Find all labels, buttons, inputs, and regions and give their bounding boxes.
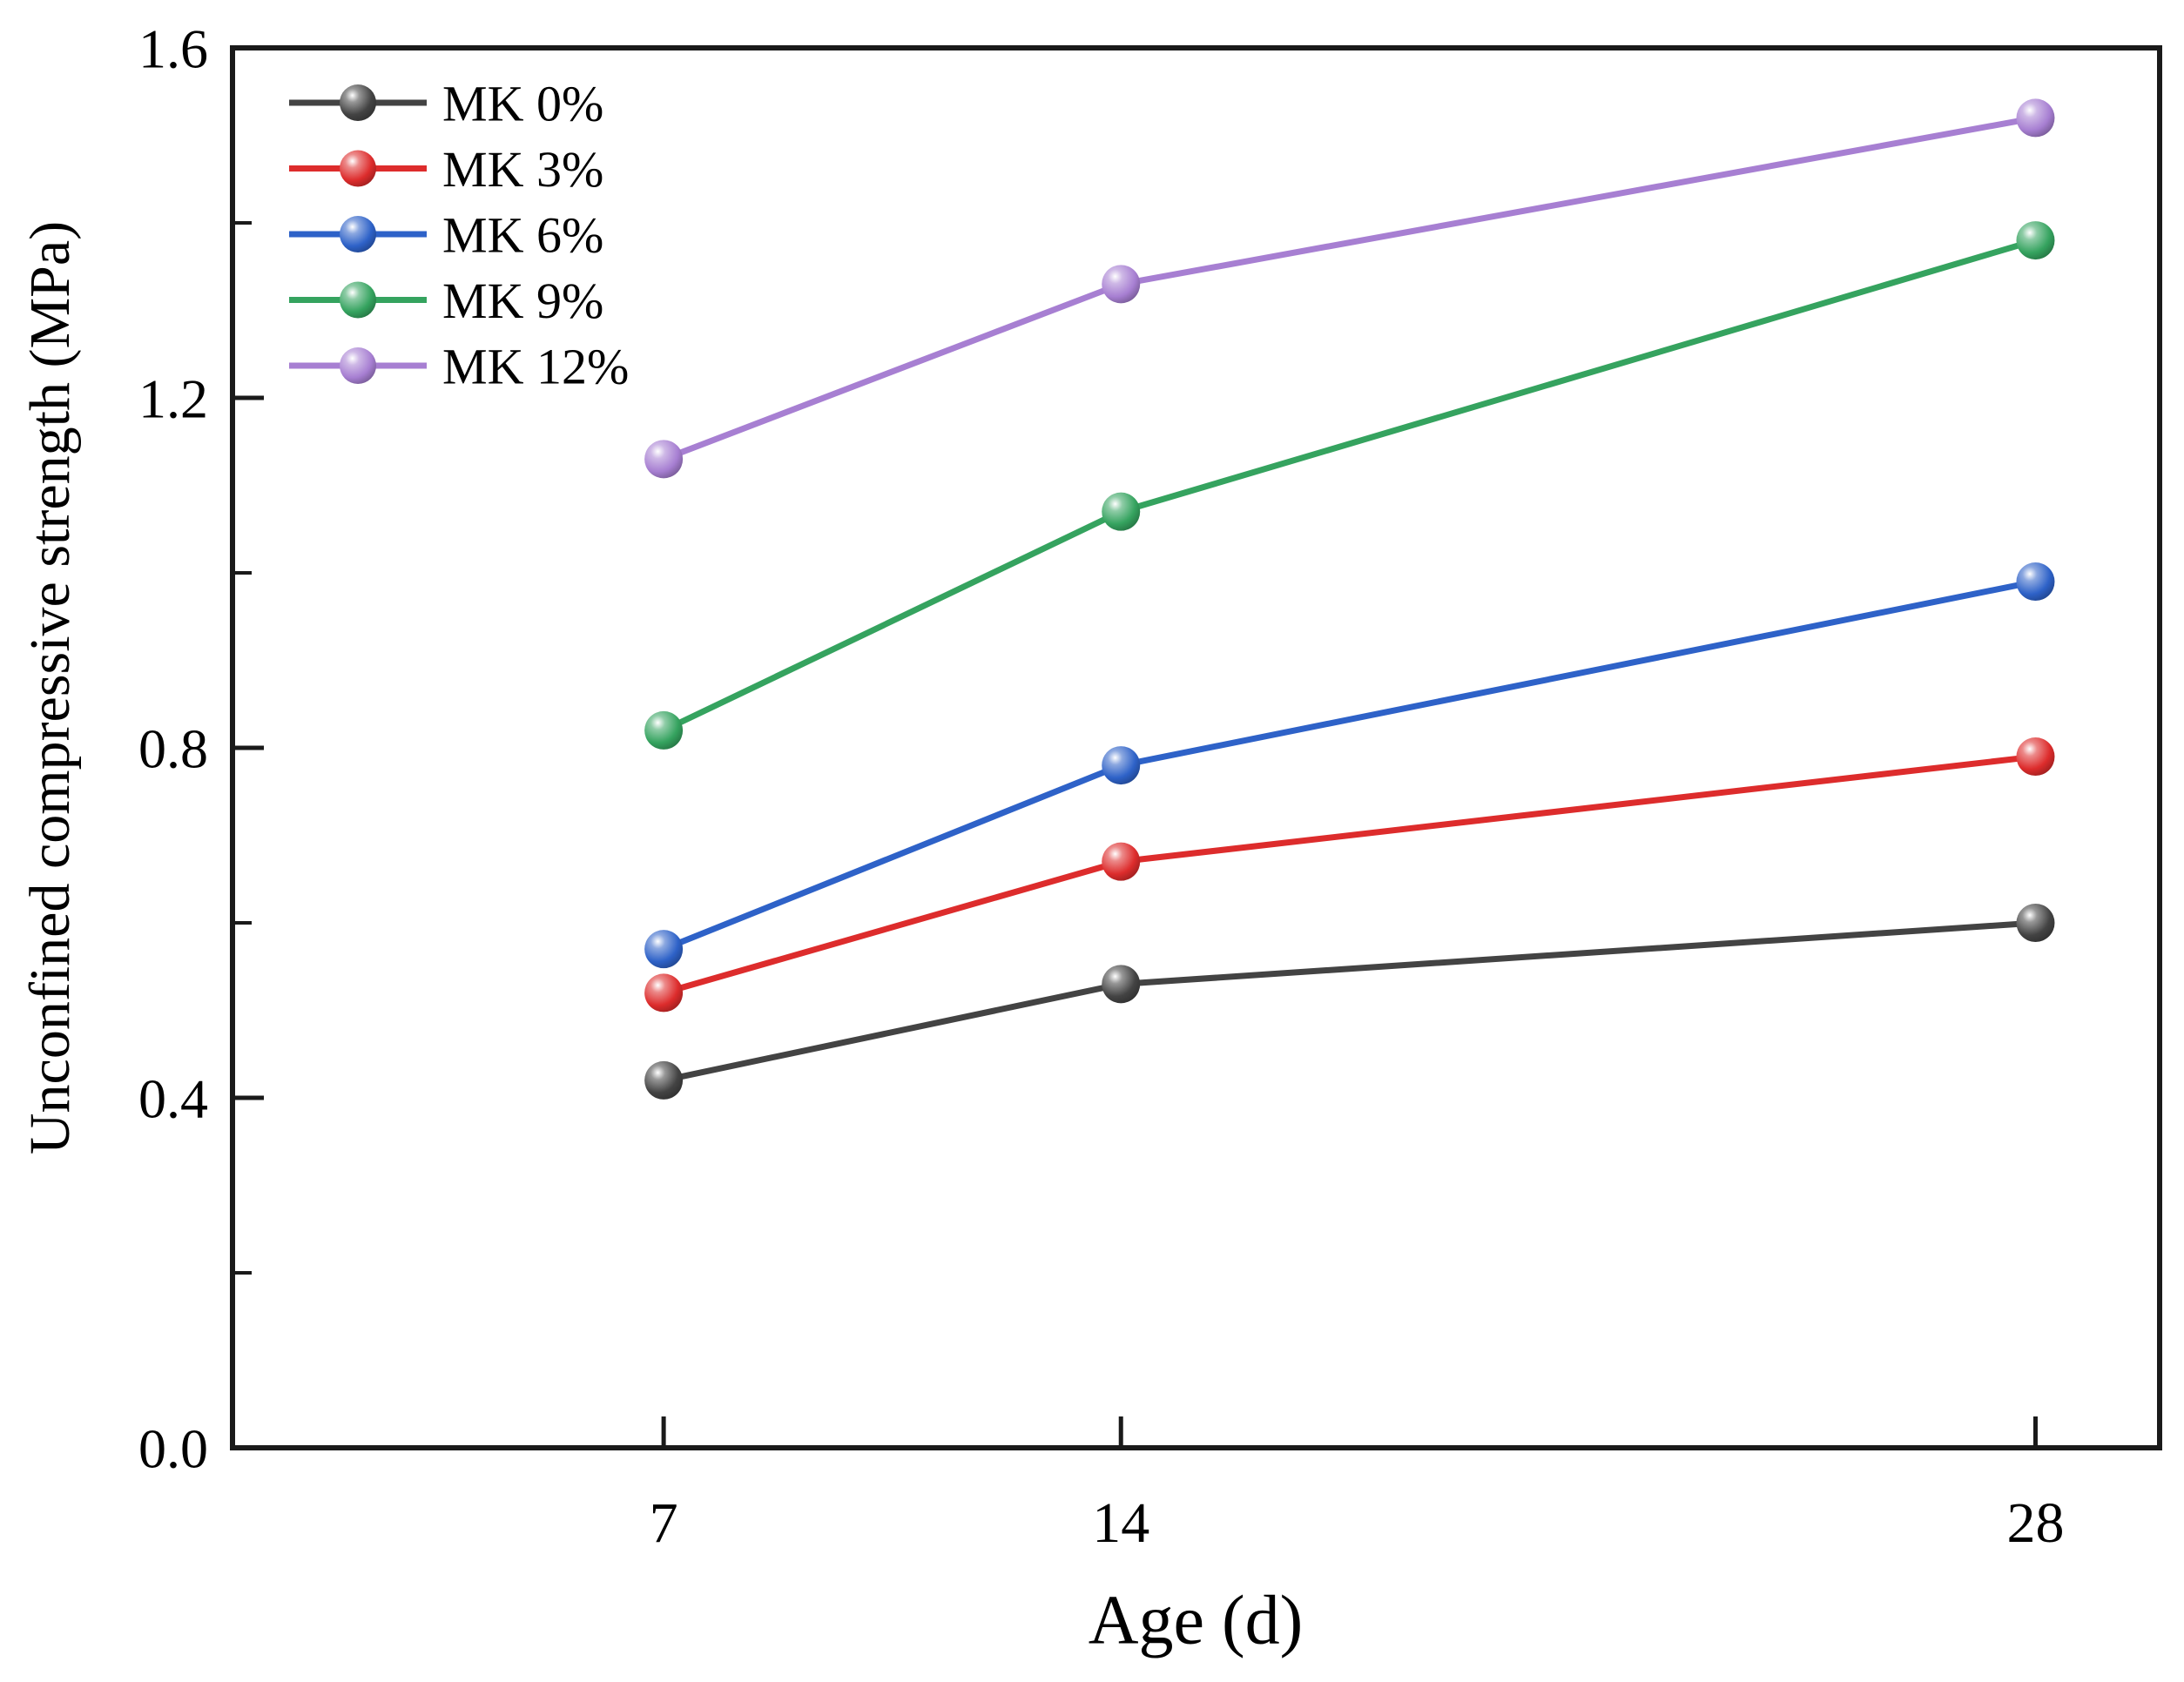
x-tick-label: 7 bbox=[650, 1491, 678, 1555]
series-mk-6- bbox=[644, 562, 2055, 969]
data-point bbox=[644, 930, 684, 969]
series-mk-12- bbox=[644, 98, 2055, 479]
data-point bbox=[2016, 221, 2055, 260]
legend-item: MK 0% bbox=[289, 75, 603, 131]
legend-item: MK 12% bbox=[289, 338, 629, 394]
y-tick-label: 0.0 bbox=[138, 1417, 208, 1479]
legend-marker-icon bbox=[340, 84, 376, 121]
data-point bbox=[2016, 737, 2055, 777]
legend-marker-icon bbox=[340, 347, 376, 384]
data-point bbox=[644, 1060, 684, 1100]
data-point bbox=[2016, 98, 2055, 138]
data-point bbox=[2016, 904, 2055, 942]
data-point bbox=[644, 440, 684, 479]
y-tick-label: 1.6 bbox=[138, 17, 208, 79]
data-point bbox=[1102, 265, 1141, 304]
data-point bbox=[1102, 842, 1141, 881]
y-tick-label: 1.2 bbox=[138, 367, 208, 429]
legend: MK 0% MK 3% MK 6% MK 9% MK 12% bbox=[289, 75, 629, 394]
data-point bbox=[2016, 562, 2055, 602]
series-line bbox=[660, 237, 2039, 734]
data-point bbox=[1102, 965, 1141, 1004]
legend-label: MK 6% bbox=[442, 206, 603, 263]
x-tick-label: 14 bbox=[1092, 1491, 1149, 1555]
legend-label: MK 12% bbox=[442, 338, 629, 394]
series-mk-0- bbox=[644, 904, 2055, 1100]
data-point bbox=[1102, 492, 1141, 531]
series-mk-9- bbox=[644, 221, 2055, 750]
y-tick-label: 0.4 bbox=[138, 1067, 208, 1129]
y-axis: 0.0 0.4 0.8 1.2 1.6 bbox=[138, 17, 264, 1479]
legend-label: MK 9% bbox=[442, 272, 603, 329]
data-point bbox=[644, 973, 684, 1013]
legend-marker-icon bbox=[340, 281, 376, 319]
legend-marker-icon bbox=[340, 150, 376, 187]
legend-label: MK 3% bbox=[442, 141, 603, 198]
series-line bbox=[660, 753, 2039, 996]
series-line bbox=[660, 919, 2039, 1084]
x-axis: 7 14 28 bbox=[650, 1416, 2064, 1555]
x-axis-title: Age (d) bbox=[1088, 1582, 1304, 1659]
data-point bbox=[644, 710, 684, 750]
legend-item: MK 9% bbox=[289, 272, 603, 329]
legend-item: MK 3% bbox=[289, 141, 603, 198]
legend-marker-icon bbox=[340, 216, 376, 252]
series-line bbox=[660, 114, 2039, 462]
y-axis-title: Unconfined compressive strength (MPa) bbox=[18, 220, 82, 1155]
legend-label: MK 0% bbox=[442, 75, 603, 131]
x-tick-label: 28 bbox=[2006, 1491, 2064, 1555]
y-tick-label: 0.8 bbox=[138, 717, 208, 779]
series-mk-3- bbox=[644, 737, 2055, 1013]
data-point bbox=[1102, 746, 1141, 785]
series-line bbox=[660, 578, 2039, 952]
legend-item: MK 6% bbox=[289, 206, 603, 263]
